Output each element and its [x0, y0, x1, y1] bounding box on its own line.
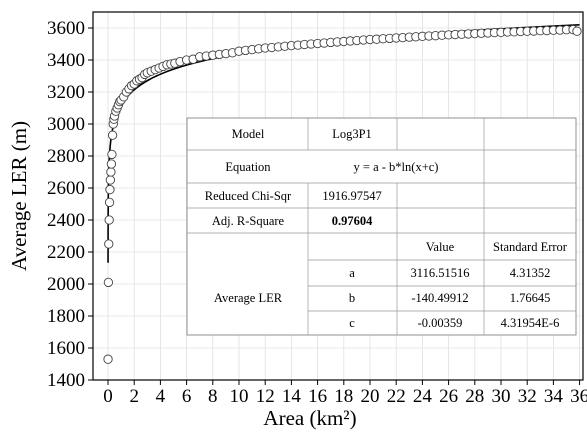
data-point-4: [105, 198, 113, 206]
x-tick-label-6: 12: [256, 386, 275, 407]
equation-label: Equation: [225, 160, 271, 174]
x-tick-label-8: 16: [308, 386, 327, 407]
chisq-value: 1916.97547: [322, 189, 381, 203]
x-axis-label: Area (km²): [263, 406, 356, 430]
r2-value: 0.97604: [332, 214, 373, 228]
data-point-9: [108, 150, 116, 158]
data-point-6: [106, 176, 114, 184]
x-tick-label-3: 6: [182, 386, 192, 407]
param-name-a: a: [349, 266, 355, 280]
data-point-1: [104, 278, 112, 286]
y-tick-label-9: 3200: [47, 82, 85, 103]
x-tick-label-17: 34: [544, 386, 564, 407]
x-tick-label-15: 30: [492, 386, 511, 407]
data-point-10: [108, 131, 116, 139]
param-stderr-b: 1.76645: [510, 291, 551, 305]
model-label: Model: [232, 127, 265, 141]
param-stderr-a: 4.31352: [510, 266, 551, 280]
fit-table: Model Log3P1 Equation y = a - b*ln(x+c) …: [187, 118, 576, 335]
x-tick-label-9: 18: [334, 386, 353, 407]
stderr-header: Standard Error: [493, 240, 568, 254]
x-tick-label-11: 22: [387, 386, 406, 407]
group-label: Average LER: [214, 291, 283, 305]
x-tick-label-16: 32: [518, 386, 537, 407]
x-tick-label-10: 20: [361, 386, 380, 407]
param-value-a: 3116.51516: [411, 266, 470, 280]
x-tick-label-0: 0: [103, 386, 113, 407]
x-tick-label-12: 24: [413, 386, 433, 407]
param-value-b: -140.49912: [411, 291, 468, 305]
data-point-0: [104, 355, 112, 363]
data-point-7: [107, 168, 115, 176]
y-tick-label-1: 1600: [47, 338, 85, 359]
y-tick-label-7: 2800: [47, 146, 85, 167]
y-tick-label-4: 2200: [47, 242, 85, 263]
y-tick-label-6: 2600: [47, 178, 85, 199]
data-point-8: [107, 160, 115, 168]
x-tick-label-14: 28: [465, 386, 484, 407]
y-tick-label-3: 2000: [47, 274, 85, 295]
x-tick-label-4: 8: [208, 386, 218, 407]
x-ticks: 0 2 4 6 8 10 12 14 16 18 20 22 24 26 28 30 32 34 36: [103, 380, 587, 407]
y-axis-label: Average LER (m): [7, 121, 31, 271]
data-point-5: [106, 185, 114, 193]
y-tick-label-0: 1400: [47, 370, 85, 391]
x-tick-label-13: 26: [439, 386, 458, 407]
y-tick-label-10: 3400: [47, 50, 85, 71]
x-tick-label-1: 2: [129, 386, 139, 407]
data-point-3: [105, 216, 113, 224]
param-value-c: -0.00359: [418, 316, 463, 330]
x-tick-label-7: 14: [282, 386, 302, 407]
param-name-b: b: [349, 291, 355, 305]
y-tick-label-5: 2400: [47, 210, 85, 231]
x-tick-label-2: 4: [156, 386, 166, 407]
equation-value: y = a - b*ln(x+c): [354, 160, 439, 174]
param-stderr-c: 4.31954E-6: [501, 316, 560, 330]
y-ticks: 1400 1600 1800 2000 2200 2400 2600 2800 3000 3200…: [47, 18, 93, 391]
data-point-2: [105, 240, 113, 248]
chisq-label: Reduced Chi-Sqr: [205, 189, 292, 203]
x-tick-label-5: 10: [230, 386, 249, 407]
data-point-97: [573, 27, 581, 35]
model-value: Log3P1: [332, 127, 372, 141]
x-tick-label-18: 36: [570, 386, 587, 407]
value-header: Value: [426, 240, 455, 254]
r2-label: Adj. R-Square: [212, 214, 285, 228]
param-name-c: c: [349, 316, 355, 330]
y-tick-label-2: 1800: [47, 306, 85, 327]
y-tick-label-8: 3000: [47, 114, 85, 135]
y-tick-label-11: 3600: [47, 18, 85, 39]
